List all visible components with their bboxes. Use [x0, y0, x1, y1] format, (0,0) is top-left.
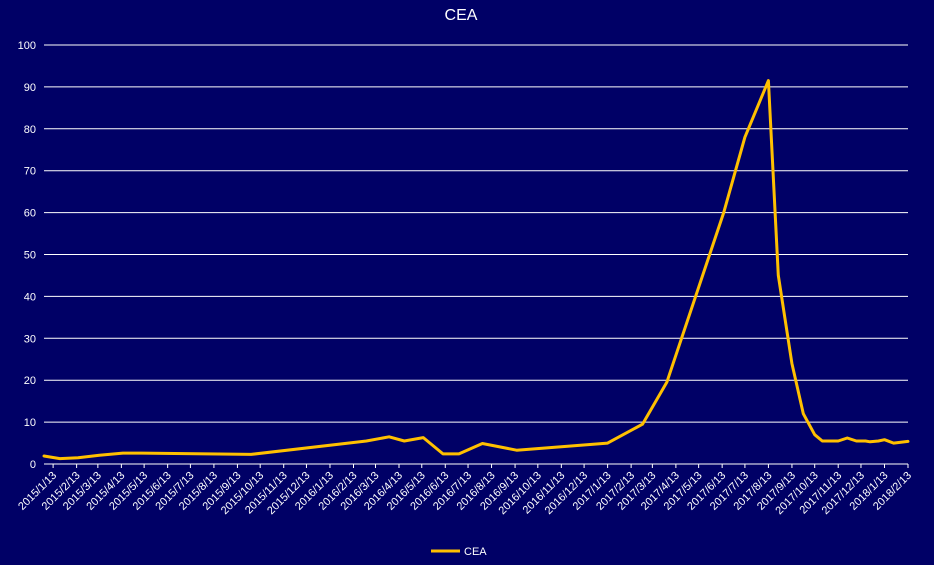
y-axis: 0 10 20 30 40 50 60 70 80 90 100 — [18, 40, 36, 471]
legend-label: CEA — [464, 546, 487, 558]
y-tick-label: 100 — [18, 40, 36, 52]
y-tick-label: 20 — [24, 375, 36, 387]
y-tick-label: 40 — [24, 291, 36, 303]
legend: CEA — [431, 546, 487, 558]
chart-title: CEA — [445, 7, 478, 24]
y-tick-label: 90 — [24, 82, 36, 94]
y-tick-label: 0 — [30, 459, 36, 471]
series-line-cea — [42, 79, 910, 461]
y-tick-label: 80 — [24, 124, 36, 136]
y-tick-label: 10 — [24, 417, 36, 429]
y-tick-label: 30 — [24, 333, 36, 345]
y-tick-label: 70 — [24, 166, 36, 178]
series-layer — [42, 79, 910, 461]
y-tick-label: 50 — [24, 250, 36, 262]
grid — [44, 44, 908, 465]
x-axis: 2015/1/132015/2/132015/3/132015/4/132015… — [16, 464, 914, 517]
y-tick-label: 60 — [24, 208, 36, 220]
